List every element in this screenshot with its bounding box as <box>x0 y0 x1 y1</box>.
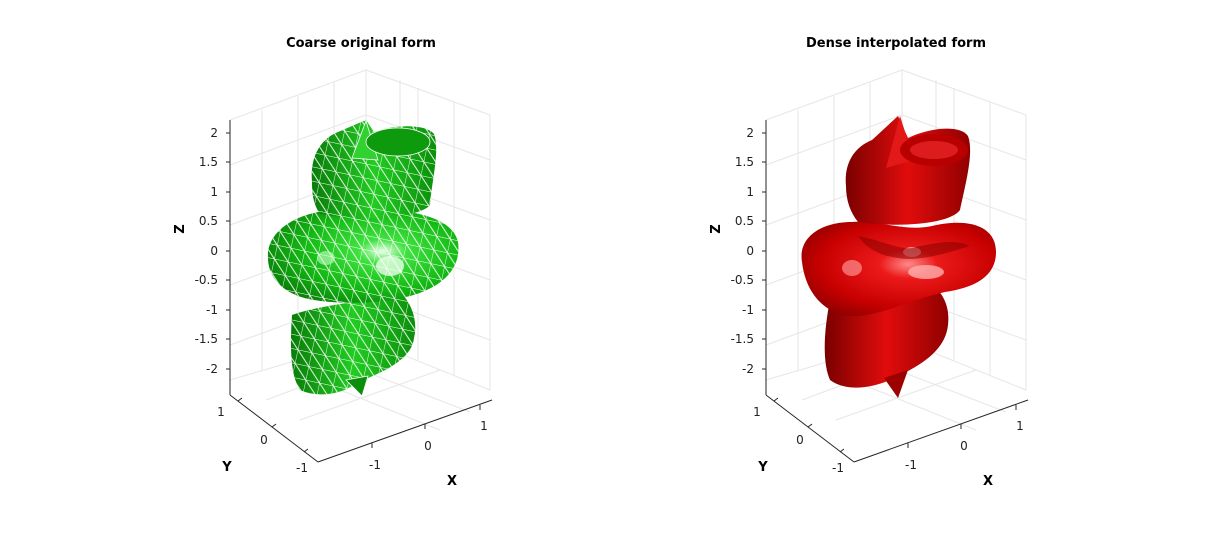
panel-title: Dense interpolated form <box>806 36 986 51</box>
y-axis-label: Y <box>757 460 768 475</box>
z-tick-label: -0.5 <box>195 273 218 287</box>
z-tick-labels: 2 1.5 1 0.5 0 -0.5 -1 -1.5 -2 <box>731 126 754 376</box>
z-tick-label: -1 <box>742 303 754 317</box>
z-tick-label: 0.5 <box>199 214 218 228</box>
z-tick-label: -1.5 <box>731 332 754 346</box>
z-tick-label: 1 <box>746 185 754 199</box>
z-tick-label: 2 <box>210 126 218 140</box>
y-tick-label: -1 <box>832 461 844 475</box>
x-tick-label: 1 <box>480 419 488 433</box>
panel-dense: Dense interpolated form <box>709 36 1029 489</box>
coarse-surface <box>267 119 459 397</box>
z-tick-label: -2 <box>742 362 754 376</box>
x-tick-label: 1 <box>1016 419 1024 433</box>
y-tick-labels: 1 0 -1 <box>217 405 308 475</box>
z-tick-label: 1.5 <box>735 155 754 169</box>
x-tick-label: 0 <box>424 439 432 453</box>
x-axis-label: X <box>447 474 457 489</box>
x-tick-labels: -1 0 1 <box>905 419 1024 472</box>
axis-lines <box>762 120 1029 463</box>
x-axis-label: X <box>983 474 993 489</box>
z-tick-label: -1 <box>206 303 218 317</box>
panel-title: Coarse original form <box>286 36 436 51</box>
y-tick-label: 1 <box>217 405 225 419</box>
z-tick-label: 0 <box>210 244 218 258</box>
z-tick-label: 0 <box>746 244 754 258</box>
x-tick-label: -1 <box>369 458 381 472</box>
y-tick-labels: 1 0 -1 <box>753 405 844 475</box>
z-tick-label: 1.5 <box>199 155 218 169</box>
panel-coarse: Coarse original form <box>173 36 493 489</box>
x-tick-label: 0 <box>960 439 968 453</box>
z-tick-label: 2 <box>746 126 754 140</box>
y-tick-label: -1 <box>296 461 308 475</box>
z-tick-labels: 2 1.5 1 0.5 0 -0.5 -1 -1.5 -2 <box>195 126 218 376</box>
axis-lines <box>226 120 493 463</box>
y-tick-label: 1 <box>753 405 761 419</box>
z-tick-label: -1.5 <box>195 332 218 346</box>
z-tick-label: 0.5 <box>735 214 754 228</box>
z-tick-label: -0.5 <box>731 273 754 287</box>
y-axis-label: Y <box>221 460 232 475</box>
x-tick-labels: -1 0 1 <box>369 419 488 472</box>
z-axis-label: Z <box>709 224 724 233</box>
y-tick-label: 0 <box>260 433 268 447</box>
z-axis-label: Z <box>173 224 188 233</box>
dense-surface <box>801 116 996 398</box>
x-tick-label: -1 <box>905 458 917 472</box>
z-tick-label: 1 <box>210 185 218 199</box>
y-tick-label: 0 <box>796 433 804 447</box>
z-tick-label: -2 <box>206 362 218 376</box>
